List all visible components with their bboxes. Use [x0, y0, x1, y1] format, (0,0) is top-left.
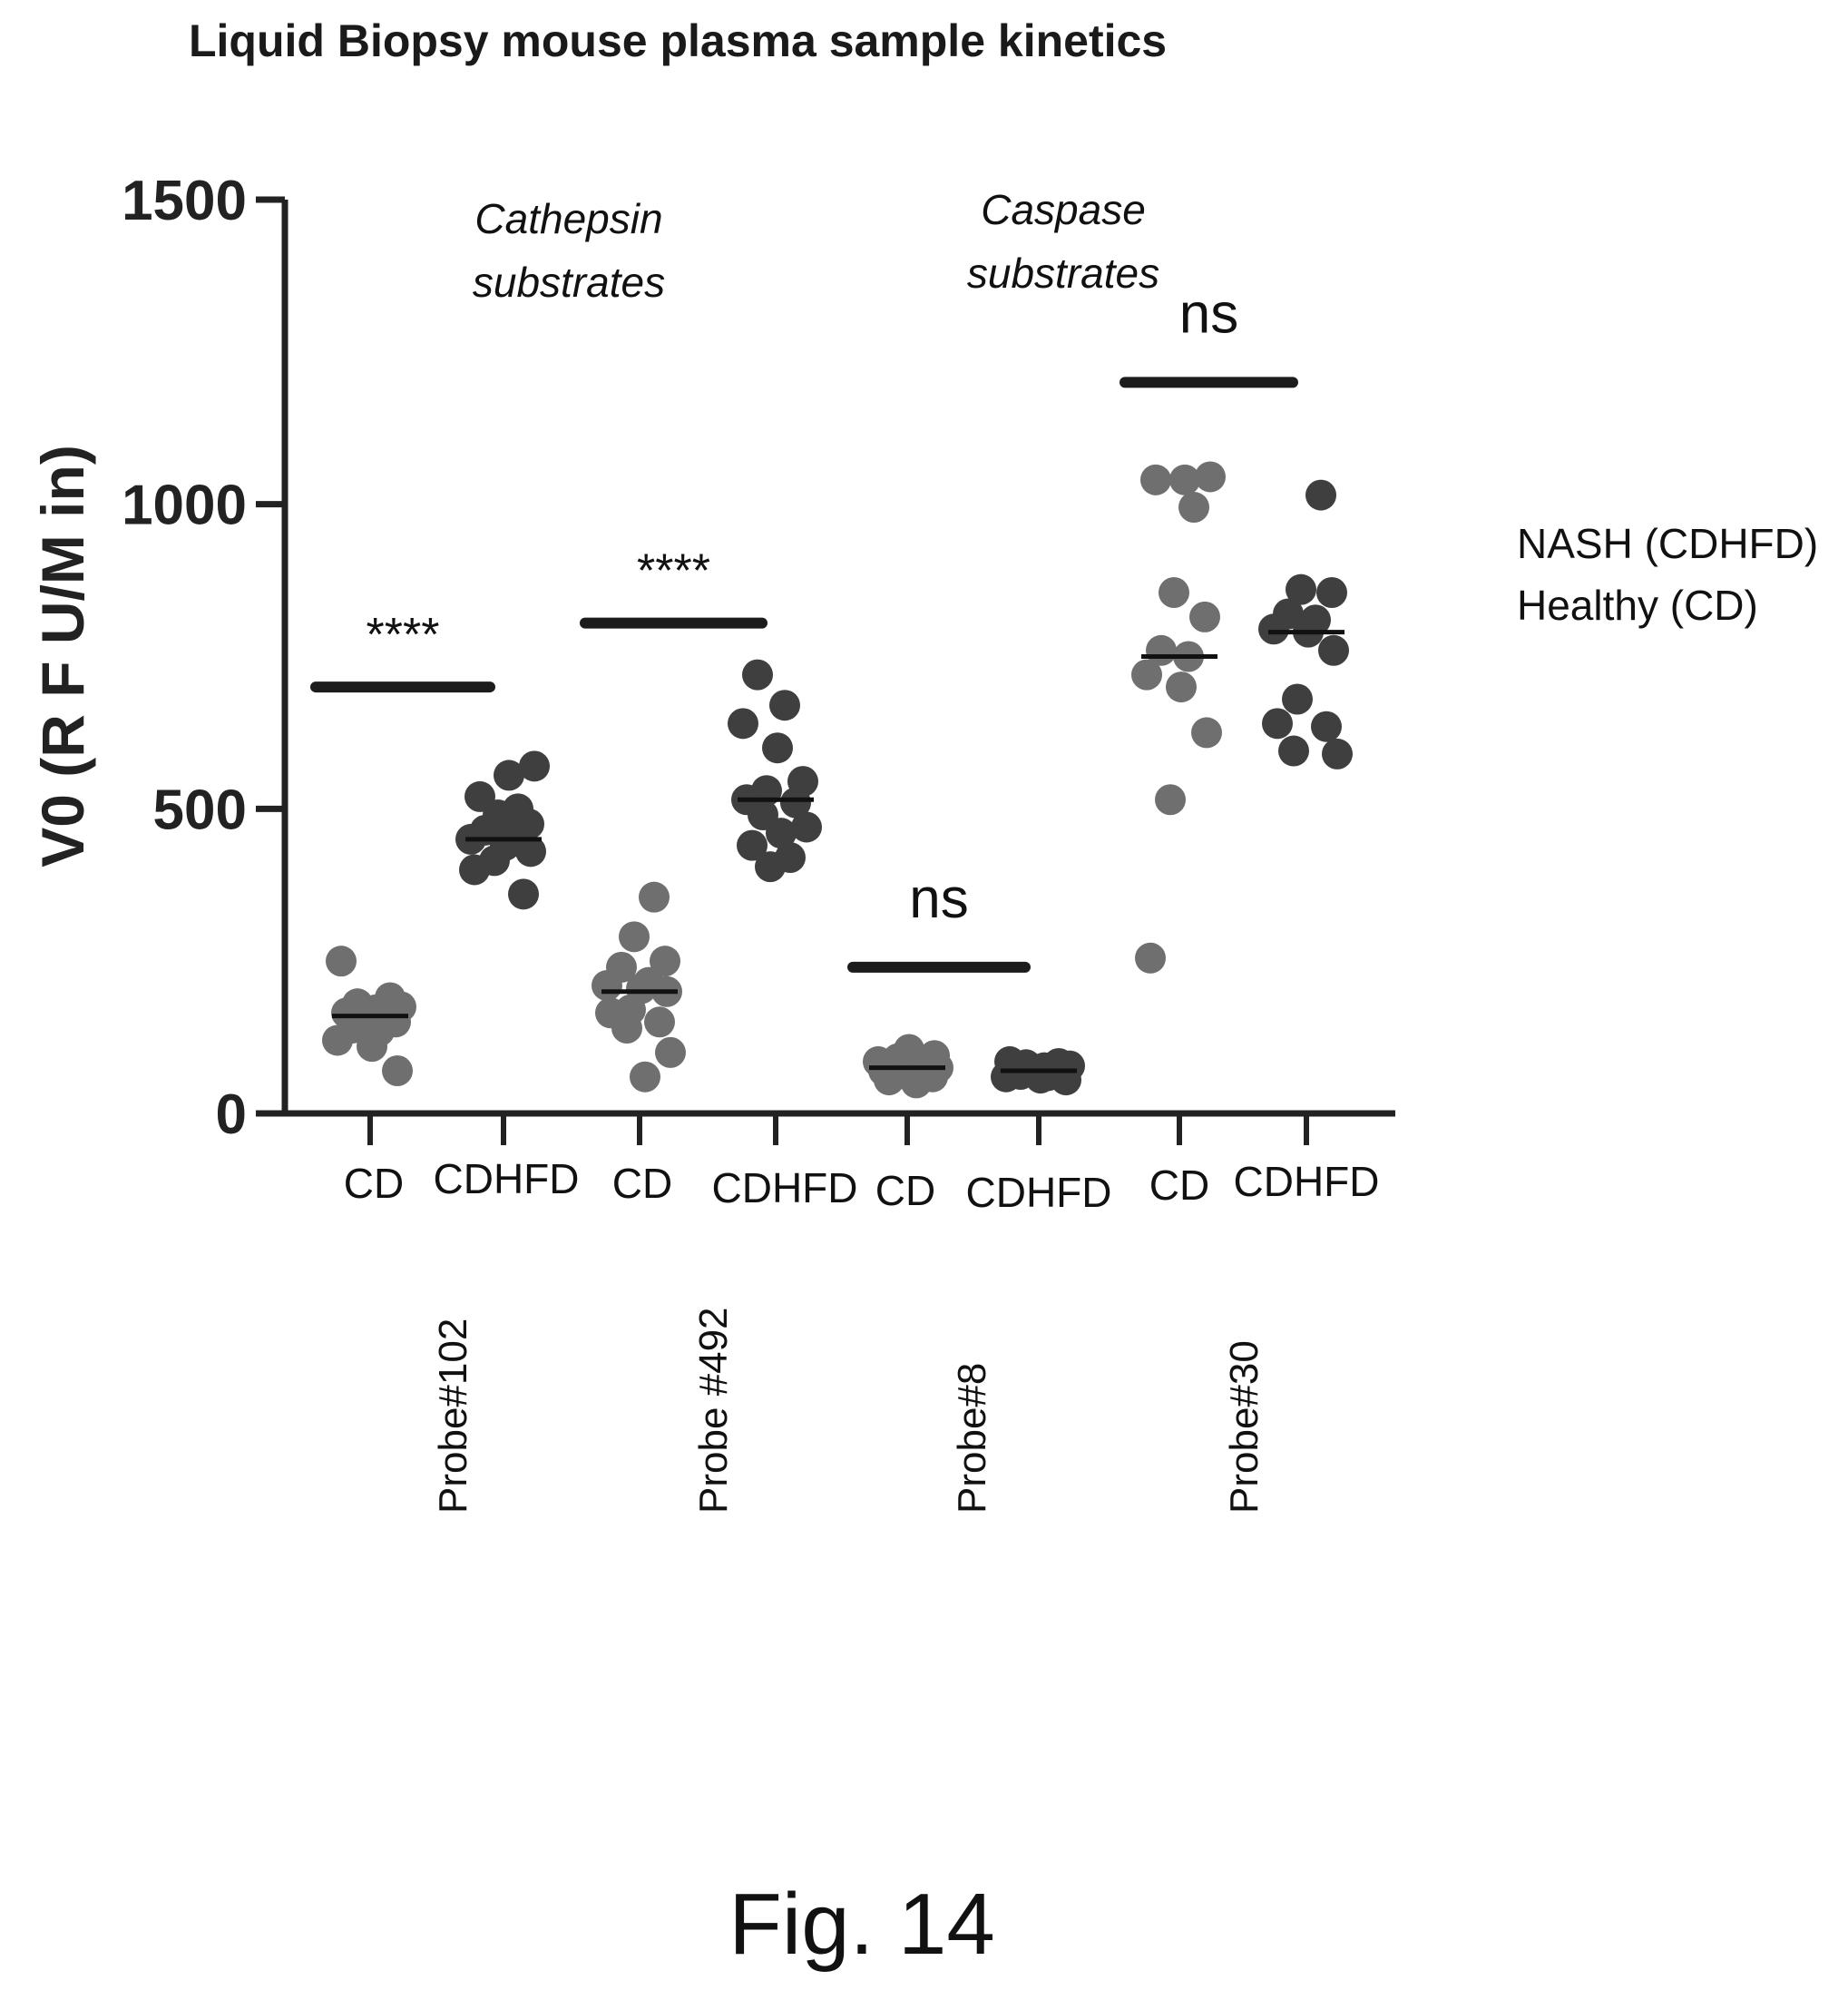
y-axis: 0 500 1000 1500: [122, 170, 1395, 1146]
data-point-group1-12: [322, 1024, 353, 1056]
data-point-group5-13: [874, 1064, 904, 1096]
y-tick-label-500: 500: [153, 779, 247, 841]
data-point-group4-11: [766, 818, 797, 849]
data-point-group7-2: [1169, 464, 1200, 495]
legend-entry-nash: NASH (CDHFD): [1517, 520, 1818, 567]
substrate-label-caspase-line2: substrates: [967, 250, 1159, 297]
data-point-group8-6: [1258, 613, 1289, 645]
data-point-group3-2: [619, 921, 650, 953]
data-point-group4-14: [755, 851, 786, 883]
data-point-group7-12: [1155, 784, 1186, 816]
probe-label-2: Probe #492: [691, 1307, 736, 1514]
data-point-group8-3: [1316, 577, 1347, 609]
data-point-group3-13: [655, 1036, 686, 1068]
median-lines: [332, 630, 1344, 1073]
group-label-5: CD: [875, 1167, 935, 1214]
group-label-7: CD: [1149, 1162, 1209, 1209]
data-point-group2-11: [515, 836, 546, 868]
data-point-group7-4: [1178, 492, 1209, 524]
substrate-label-cathepsin-line1: Cathepsin: [474, 195, 662, 242]
group-label-8: CDHFD: [1234, 1158, 1380, 1205]
data-points: [322, 461, 1353, 1099]
data-point-group1-1: [326, 946, 357, 977]
data-point-group3-3: [650, 946, 680, 977]
group-label-1: CD: [344, 1160, 404, 1207]
comparison-label-4: ns: [1179, 282, 1238, 345]
figure-label: Fig. 14: [728, 1876, 994, 1973]
data-point-group4-3: [728, 708, 758, 740]
group-label-2: CDHFD: [434, 1155, 580, 1202]
probe-label-1: Probe#102: [431, 1318, 475, 1514]
data-point-group7-9: [1131, 659, 1162, 691]
y-tick-label-0: 0: [216, 1083, 247, 1146]
y-tick-label-1000: 1000: [122, 475, 247, 537]
data-point-group3-12: [611, 1013, 642, 1044]
data-point-group2-14: [508, 878, 539, 910]
group-label-6: CDHFD: [966, 1169, 1112, 1216]
substrate-label-cathepsin-line2: substrates: [473, 259, 665, 306]
chart-title: Liquid Biopsy mouse plasma sample kineti…: [189, 15, 1167, 66]
data-point-group4-8: [780, 787, 811, 819]
substrate-label-cathepsin: Cathepsin substrates: [473, 195, 665, 306]
data-point-group8-2: [1286, 573, 1316, 605]
y-tick-label-1500: 1500: [122, 170, 247, 232]
significance-comparisons: **** **** ns ns: [310, 282, 1298, 973]
data-point-group4-10: [791, 811, 822, 843]
data-point-group6-12: [991, 1061, 1022, 1093]
comparison-label-3: ns: [909, 868, 968, 930]
data-point-group8-8: [1318, 634, 1349, 666]
data-point-group3-11: [644, 1006, 675, 1038]
data-point-group7-13: [1135, 942, 1166, 974]
data-point-group8-10: [1262, 708, 1293, 740]
substrate-label-caspase-line1: Caspase: [981, 186, 1146, 233]
comparison-label-2: ****: [637, 545, 710, 598]
data-point-group7-5: [1159, 577, 1189, 609]
data-point-group1-14: [382, 1055, 413, 1087]
data-point-group1-13: [357, 1031, 387, 1063]
data-point-group7-11: [1191, 717, 1222, 749]
data-point-group3-6: [592, 970, 622, 1002]
legend: NASH (CDHFD) Healthy (CD): [1517, 520, 1818, 629]
data-point-group7-6: [1189, 601, 1220, 632]
data-point-group2-2: [494, 760, 524, 791]
probe-label-3: Probe#8: [950, 1363, 994, 1514]
data-point-group5-14: [901, 1067, 932, 1099]
data-point-group3-14: [630, 1061, 660, 1093]
legend-entry-healthy: Healthy (CD): [1517, 582, 1758, 629]
data-point-group8-11: [1311, 711, 1342, 742]
probe-label-4: Probe#30: [1222, 1340, 1266, 1514]
data-point-group2-1: [519, 750, 550, 782]
data-point-group4-12: [737, 829, 768, 861]
data-point-group8-12: [1278, 735, 1309, 767]
x-ticks: [367, 1113, 1309, 1145]
y-axis-label: V0 (R F U/M in): [29, 445, 96, 868]
data-point-group3-1: [639, 881, 670, 913]
data-point-group4-1: [742, 659, 773, 691]
data-point-group7-10: [1166, 672, 1197, 703]
data-point-group4-2: [769, 690, 800, 721]
data-point-group2-13: [459, 854, 490, 886]
group-label-4: CDHFD: [712, 1164, 858, 1211]
group-labels: CD CDHFD CD CDHFD CD CDHFD CD CDHFD: [344, 1155, 1380, 1216]
substrate-label-caspase: Caspase substrates: [967, 186, 1159, 297]
data-point-group8-1: [1305, 479, 1336, 511]
data-point-group7-3: [1140, 464, 1171, 495]
probe-labels: Probe#102 Probe #492 Probe#8 Probe#30: [431, 1307, 1266, 1514]
comparison-label-1: ****: [367, 609, 440, 662]
data-point-group7-1: [1195, 461, 1226, 493]
group-label-3: CD: [612, 1160, 672, 1207]
y-ticks: 0 500 1000 1500: [122, 170, 285, 1146]
data-point-group4-4: [762, 732, 793, 764]
data-point-group8-9: [1282, 683, 1313, 715]
data-point-group8-13: [1322, 738, 1353, 770]
